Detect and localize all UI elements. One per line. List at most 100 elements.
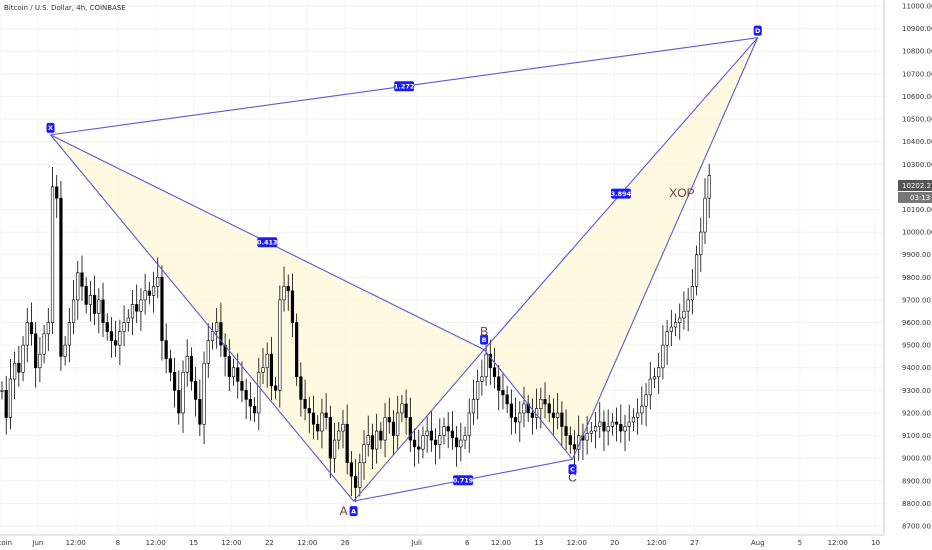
candle-body bbox=[324, 412, 328, 418]
y-tick-label: 10700.00 bbox=[902, 70, 932, 78]
candle-body bbox=[467, 412, 471, 436]
candle-body bbox=[471, 399, 476, 414]
candles bbox=[0, 163, 711, 503]
candle-body bbox=[644, 394, 648, 407]
ratio-badge-3-894-box[interactable] bbox=[610, 188, 631, 199]
candle-body bbox=[185, 356, 189, 373]
price-axis[interactable]: 11000.00 10900.00 10800.00 10700.00 10600.00… bbox=[883, 0, 932, 535]
point-badge-b[interactable]: B bbox=[482, 336, 487, 344]
point-badge-c[interactable]: C bbox=[570, 466, 575, 474]
countdown-box bbox=[898, 192, 932, 203]
y-tick-label: 9200.00 bbox=[902, 409, 931, 417]
candle-body bbox=[76, 272, 80, 301]
ratio-badge-1-272-box[interactable] bbox=[394, 81, 415, 92]
candle-body bbox=[547, 403, 551, 414]
ratio-badge-0-719[interactable]: 0.719 bbox=[453, 477, 474, 485]
candle-body bbox=[379, 430, 383, 441]
candle-body bbox=[383, 417, 387, 441]
candle-body bbox=[261, 367, 265, 373]
y-tick-label: 8900.00 bbox=[902, 477, 931, 485]
x-tick-label: 12:00 bbox=[221, 539, 241, 547]
candle-body bbox=[640, 405, 644, 414]
candle-body bbox=[231, 367, 236, 378]
y-tick-label: 10600.00 bbox=[902, 93, 932, 101]
candle-body bbox=[349, 462, 353, 477]
candle-body bbox=[290, 290, 295, 323]
ratio-badge-0-413-box[interactable] bbox=[257, 237, 278, 248]
point-badge-x-box[interactable] bbox=[46, 122, 55, 133]
candle-body bbox=[307, 408, 311, 414]
ratio-badge-0-719-box[interactable] bbox=[453, 475, 474, 486]
point-badge-d-box[interactable] bbox=[753, 25, 762, 36]
candle-body bbox=[168, 358, 172, 373]
leg-ab[interactable] bbox=[353, 349, 485, 502]
candle-body bbox=[42, 333, 46, 355]
point-badge-c-box[interactable] bbox=[568, 464, 577, 475]
candle-body bbox=[177, 390, 181, 414]
candle-body bbox=[648, 378, 652, 396]
candle-body bbox=[34, 333, 38, 369]
candle-body bbox=[25, 322, 29, 346]
candle-body bbox=[362, 444, 366, 463]
current-price-tag: 10202.27 03:13 bbox=[898, 180, 932, 203]
candle-body bbox=[602, 421, 606, 432]
candle-body bbox=[463, 435, 467, 441]
harmonic-pattern[interactable] bbox=[50, 37, 758, 502]
point-badge-a-box[interactable] bbox=[349, 506, 358, 517]
y-tick-label: 10800.00 bbox=[902, 48, 932, 56]
leg-xa[interactable] bbox=[50, 134, 355, 502]
candle-body bbox=[257, 371, 261, 414]
candle-body bbox=[118, 331, 122, 346]
y-tick-label: 11000.00 bbox=[902, 3, 932, 11]
x-tick-label: 12:00 bbox=[567, 539, 587, 547]
x-tick-label: 12:00 bbox=[146, 539, 166, 547]
candle-body bbox=[50, 186, 55, 323]
candle-body bbox=[505, 394, 509, 405]
candle-body bbox=[46, 322, 50, 335]
candle-body bbox=[589, 430, 593, 434]
candle-body bbox=[438, 435, 442, 445]
ratio-badge-3-894[interactable]: 3.894 bbox=[611, 190, 632, 198]
candle-body bbox=[353, 475, 358, 488]
candle-body bbox=[17, 362, 21, 373]
point-badge-a[interactable]: A bbox=[351, 507, 356, 515]
x-tick-label: 12:00 bbox=[297, 539, 317, 547]
ratio-badge-0-413[interactable]: 0.413 bbox=[257, 239, 278, 247]
candle-body bbox=[501, 390, 505, 396]
ratio-badge-1-272[interactable]: 1.272 bbox=[394, 83, 415, 91]
x-tick-label: 12:00 bbox=[66, 539, 86, 547]
point-badge-x[interactable]: X bbox=[48, 124, 53, 132]
candle-body bbox=[341, 423, 345, 432]
candle-body bbox=[568, 435, 572, 445]
time-axis[interactable]: Bitcoin Jun 12:00 8 12:00 15 12:00 22 12:00 26 Jul… bbox=[0, 539, 880, 547]
x-tick-label: 22 bbox=[265, 539, 274, 547]
candle-body bbox=[227, 356, 231, 378]
leg-cd[interactable] bbox=[571, 37, 759, 460]
y-tick-label: 9800.00 bbox=[902, 274, 931, 282]
candle-body bbox=[518, 412, 522, 423]
leg-bc[interactable] bbox=[483, 349, 573, 460]
candle-body bbox=[194, 381, 198, 400]
candle-body bbox=[408, 417, 412, 441]
x-tick-label: 27 bbox=[690, 539, 699, 547]
y-tick-label: 10000.00 bbox=[902, 229, 932, 237]
x-tick-label: 5 bbox=[798, 539, 802, 547]
candle-body bbox=[694, 254, 699, 287]
candle-body bbox=[572, 444, 577, 450]
candle-body bbox=[497, 376, 501, 391]
candle-body bbox=[206, 340, 210, 364]
candle-body bbox=[311, 412, 316, 425]
x-tick-label: Juli bbox=[411, 539, 422, 547]
candle-body bbox=[358, 462, 362, 488]
x-tick-label: Aug bbox=[751, 539, 765, 547]
pattern-badges[interactable]: X A B C D 1.272 0.413 0.719 3.894 A B C XOP bbox=[46, 25, 762, 518]
candle-body bbox=[198, 399, 202, 425]
candle-body bbox=[606, 426, 610, 432]
point-badge-b-box[interactable] bbox=[480, 334, 489, 345]
triangle-xab bbox=[50, 134, 485, 502]
point-badge-d[interactable]: D bbox=[755, 27, 761, 35]
candle-body bbox=[236, 367, 240, 382]
y-tick-label: 9000.00 bbox=[902, 455, 931, 463]
candle-body bbox=[614, 421, 619, 425]
